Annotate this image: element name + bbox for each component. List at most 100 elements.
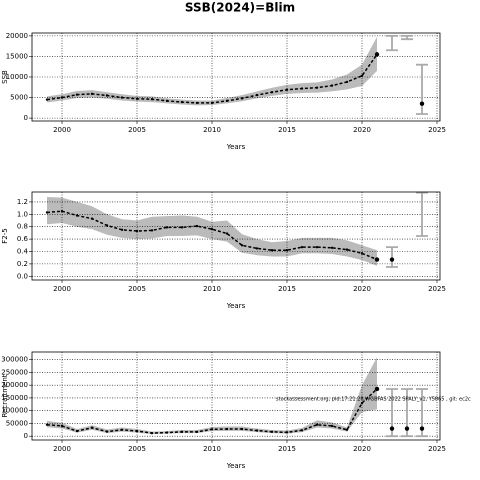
- estimate-point: [300, 429, 304, 432]
- projection-point: [419, 101, 425, 106]
- estimate-point: [270, 249, 274, 252]
- y-tick-label: 5000: [10, 94, 28, 102]
- confidence-band: [47, 36, 377, 106]
- estimate-point: [45, 98, 49, 101]
- y-axis-label: Recruitment: [1, 374, 9, 417]
- estimate-point: [345, 80, 349, 84]
- x-tick-label: 2005: [128, 126, 146, 134]
- interval: [386, 34, 398, 52]
- x-tick-label: 2000: [53, 445, 71, 453]
- estimate-point: [90, 92, 94, 96]
- estimate-point: [105, 94, 109, 97]
- y-tick-label: 15000: [6, 52, 28, 60]
- last-point: [374, 386, 380, 392]
- y-axis-label: F2-5: [1, 228, 9, 243]
- estimate-point: [285, 88, 289, 91]
- estimate-point: [180, 100, 184, 104]
- y-tick-label: 0: [24, 432, 28, 440]
- estimate-point: [165, 431, 169, 434]
- last-point: [374, 52, 380, 57]
- estimate-point: [90, 426, 94, 429]
- x-tick-label: 2010: [203, 445, 221, 453]
- x-axis-label: Years: [226, 143, 246, 151]
- x-tick-label: 2025: [428, 285, 446, 293]
- x-tick-label: 2015: [278, 126, 296, 134]
- y-tick-label: 0.4: [17, 247, 29, 255]
- estimate-point: [210, 227, 214, 231]
- y-tick-label: 1.2: [17, 198, 28, 206]
- y-tick-label: 200000: [1, 381, 28, 389]
- estimate-point: [315, 86, 319, 89]
- estimate-point: [105, 430, 109, 433]
- estimate-point: [255, 93, 259, 97]
- estimate-point: [165, 226, 169, 229]
- estimate-point: [345, 248, 349, 251]
- y-axis-label: SSB: [1, 70, 9, 84]
- estimate-point: [150, 98, 154, 101]
- estimate-point: [120, 96, 124, 99]
- estimate-point: [225, 99, 229, 103]
- x-tick-label: 2005: [128, 445, 146, 453]
- interval: [416, 191, 428, 237]
- x-tick-label: 2010: [203, 126, 221, 134]
- estimate-point: [240, 244, 244, 247]
- estimate-point: [150, 229, 154, 232]
- x-tick-label: 2015: [278, 285, 296, 293]
- estimate-point: [120, 228, 124, 232]
- y-tick-label: 300000: [1, 356, 28, 364]
- y-tick-label: 1.0: [17, 210, 28, 218]
- x-tick-label: 2015: [278, 445, 296, 453]
- y-tick-label: 0.8: [17, 223, 28, 231]
- plot-frame: [31, 32, 441, 122]
- projection-point: [389, 257, 395, 262]
- projection-point: [419, 426, 425, 431]
- last-point: [374, 257, 380, 262]
- estimate-point: [60, 210, 64, 213]
- interval: [401, 34, 413, 41]
- estimate-point: [165, 99, 169, 103]
- estimate-point: [285, 431, 289, 434]
- estimate-point: [345, 428, 349, 431]
- estimate-point: [360, 401, 364, 405]
- x-tick-label: 2010: [203, 285, 221, 293]
- projection-point: [389, 426, 395, 431]
- x-tick-label: 2020: [353, 445, 371, 453]
- estimate-point: [330, 84, 334, 87]
- y-tick-label: 0.0: [17, 272, 28, 280]
- y-tick-label: 250000: [1, 368, 28, 376]
- estimate-point: [150, 431, 154, 435]
- estimate-point: [240, 97, 244, 100]
- estimate-point: [75, 429, 79, 433]
- estimate-point: [315, 423, 319, 426]
- annotation: stockassessment.org, pid:17:21:28,WGBFAS…: [276, 397, 471, 403]
- estimate-point: [300, 245, 304, 249]
- plot-frame: [31, 191, 441, 281]
- y-tick-label: 10000: [6, 73, 28, 81]
- estimate-point: [225, 232, 229, 235]
- interval: [386, 246, 398, 268]
- estimate-point: [135, 229, 139, 233]
- estimate-point: [120, 428, 124, 431]
- estimate-point: [135, 429, 139, 433]
- estimate-point: [300, 87, 304, 90]
- estimate-point: [105, 224, 109, 227]
- y-tick-label: 150000: [1, 394, 28, 402]
- estimate-point: [45, 211, 49, 214]
- plot-frame: [31, 351, 441, 441]
- estimate-point: [285, 249, 289, 252]
- estimate-point: [180, 226, 184, 229]
- estimate-point: [270, 430, 274, 434]
- x-tick-label: 2020: [353, 285, 371, 293]
- estimate-point: [135, 97, 139, 100]
- y-tick-label: 0.6: [17, 235, 29, 243]
- estimate-point: [240, 427, 244, 431]
- estimate-point: [45, 423, 49, 426]
- x-axis-label: Years: [226, 302, 246, 310]
- figure-title: SSB(2024)=Blim: [185, 1, 295, 15]
- estimate-point: [180, 430, 184, 434]
- y-tick-label: 0.2: [17, 260, 28, 268]
- x-tick-label: 2005: [128, 285, 146, 293]
- estimate-point: [360, 252, 364, 255]
- estimate-line: [46, 210, 378, 261]
